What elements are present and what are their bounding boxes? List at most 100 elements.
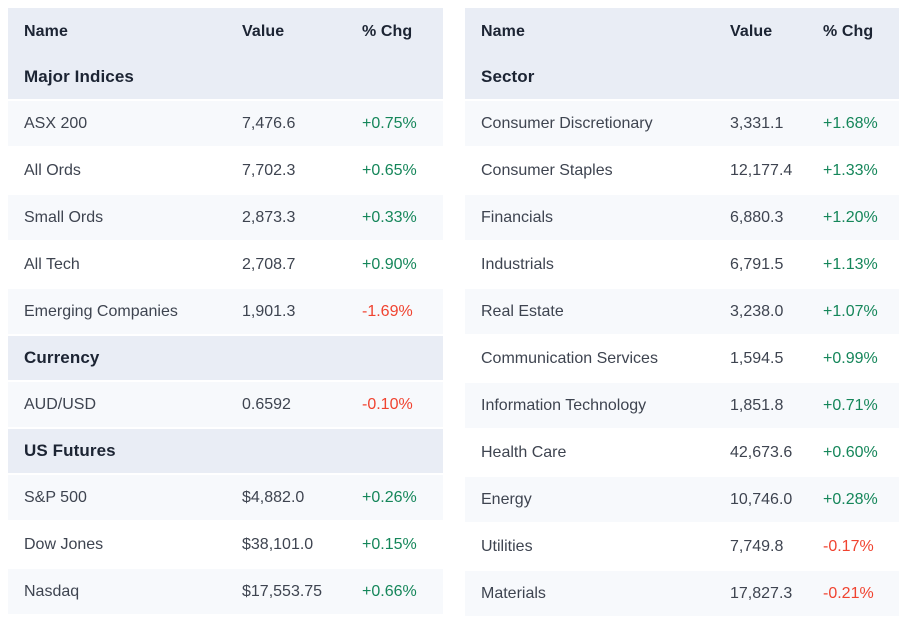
row-chg: +0.66% <box>362 582 417 600</box>
row-value: 1,851.8 <box>730 396 784 414</box>
column-header-row: Name Value % Chg <box>465 8 899 55</box>
row-value: 42,673.6 <box>730 443 793 461</box>
table-row: Energy 10,746.0 +0.28% <box>465 477 899 522</box>
table-row: All Tech 2,708.7 +0.90% <box>8 242 443 287</box>
row-value: 17,827.3 <box>730 584 793 602</box>
row-name: Energy <box>481 490 532 508</box>
table-row: Small Ords 2,873.3 +0.33% <box>8 195 443 240</box>
row-value: 6,880.3 <box>730 208 784 226</box>
row-name: Information Technology <box>481 396 647 414</box>
column-header-value: Value <box>730 22 773 40</box>
table-row: Materials 17,827.3 -0.21% <box>465 571 899 616</box>
table-row: Industrials 6,791.5 +1.13% <box>465 242 899 287</box>
row-chg: +0.26% <box>362 488 417 506</box>
row-name: All Ords <box>24 161 81 179</box>
row-value: 2,873.3 <box>242 208 296 226</box>
row-value: $4,882.0 <box>242 488 305 506</box>
column-header-chg: % Chg <box>823 22 874 40</box>
row-value: 10,746.0 <box>730 490 793 508</box>
row-chg: +0.28% <box>823 490 878 508</box>
section-header-row: US Futures <box>8 429 443 473</box>
table-row: ASX 200 7,476.6 +0.75% <box>8 101 443 146</box>
section-header-row: Sector <box>465 55 899 99</box>
row-value: 7,749.8 <box>730 537 784 555</box>
row-name: Consumer Discretionary <box>481 114 653 132</box>
row-value: 7,476.6 <box>242 114 296 132</box>
market-overview-head-block: Name Value % Chg Major Indices <box>8 8 443 99</box>
row-chg: +1.07% <box>823 302 878 320</box>
row-chg: +1.13% <box>823 255 878 273</box>
row-name: Utilities <box>481 537 533 555</box>
row-value: 1,901.3 <box>242 302 296 320</box>
row-value: 0.6592 <box>242 395 291 413</box>
row-name: Dow Jones <box>24 535 104 553</box>
table-row: Emerging Companies 1,901.3 -1.69% <box>8 289 443 334</box>
row-value: 6,791.5 <box>730 255 784 273</box>
row-chg: +1.33% <box>823 161 878 179</box>
row-name: Consumer Staples <box>481 161 613 179</box>
table-row: Information Technology 1,851.8 +0.71% <box>465 383 899 428</box>
table-row: Real Estate 3,238.0 +1.07% <box>465 289 899 334</box>
row-name: Industrials <box>481 255 554 273</box>
row-value: 1,594.5 <box>730 349 784 367</box>
column-header-value: Value <box>242 22 285 40</box>
row-name: Small Ords <box>24 208 104 226</box>
table-row: Health Care 42,673.6 +0.60% <box>465 430 899 475</box>
sectors-head-block: Name Value % Chg Sector <box>465 8 899 99</box>
section-header-row: Major Indices <box>8 55 443 99</box>
sectors-table: Name Value % Chg Sector Consumer Discretiona… <box>465 8 899 618</box>
table-row: Consumer Discretionary 3,331.1 +1.68% <box>465 101 899 146</box>
section-title: US Futures <box>24 441 116 460</box>
row-chg: -1.69% <box>362 302 413 320</box>
row-chg: +0.75% <box>362 114 417 132</box>
row-name: Materials <box>481 584 546 602</box>
row-name: Real Estate <box>481 302 564 320</box>
column-header-chg: % Chg <box>362 22 413 40</box>
row-value: 3,238.0 <box>730 302 784 320</box>
table-row: All Ords 7,702.3 +0.65% <box>8 148 443 193</box>
row-value: $38,101.0 <box>242 535 314 553</box>
table-row: Communication Services 1,594.5 +0.99% <box>465 336 899 381</box>
row-chg: +0.71% <box>823 396 878 414</box>
row-chg: +0.99% <box>823 349 878 367</box>
row-chg: +0.90% <box>362 255 417 273</box>
section-header-row: Currency <box>8 336 443 380</box>
section-title: Currency <box>24 348 100 367</box>
market-overview-table: Name Value % Chg Major Indices ASX 200 7,476.… <box>8 8 443 616</box>
table-row: AUD/USD 0.6592 -0.10% <box>8 382 443 427</box>
row-value: $17,553.75 <box>242 582 323 600</box>
table-row: S&P 500 $4,882.0 +0.26% <box>8 475 443 520</box>
row-chg: +0.60% <box>823 443 878 461</box>
row-value: 12,177.4 <box>730 161 793 179</box>
row-chg: -0.10% <box>362 395 413 413</box>
row-name: Health Care <box>481 443 567 461</box>
row-chg: +1.20% <box>823 208 878 226</box>
row-chg: +0.15% <box>362 535 417 553</box>
section-title: Major Indices <box>24 67 134 86</box>
row-name: S&P 500 <box>24 488 87 506</box>
column-header-row: Name Value % Chg <box>8 8 443 55</box>
row-value: 3,331.1 <box>730 114 784 132</box>
row-name: Financials <box>481 208 554 226</box>
row-value: 2,708.7 <box>242 255 296 273</box>
row-name: Nasdaq <box>24 582 80 600</box>
table-row: Dow Jones $38,101.0 +0.15% <box>8 522 443 567</box>
row-name: Emerging Companies <box>24 302 178 320</box>
row-chg: +0.33% <box>362 208 417 226</box>
table-row: Nasdaq $17,553.75 +0.66% <box>8 569 443 614</box>
row-name: Communication Services <box>481 349 658 367</box>
table-row: Consumer Staples 12,177.4 +1.33% <box>465 148 899 193</box>
row-name: AUD/USD <box>24 395 97 413</box>
table-row: Utilities 7,749.8 -0.17% <box>465 524 899 569</box>
row-name: All Tech <box>24 255 80 273</box>
row-value: 7,702.3 <box>242 161 296 179</box>
table-row: Financials 6,880.3 +1.20% <box>465 195 899 240</box>
column-header-name: Name <box>24 22 68 40</box>
row-chg: +0.65% <box>362 161 417 179</box>
row-chg: +1.68% <box>823 114 878 132</box>
row-name: ASX 200 <box>24 114 88 132</box>
section-title: Sector <box>481 67 535 86</box>
column-header-name: Name <box>481 22 525 40</box>
row-chg: -0.17% <box>823 537 874 555</box>
